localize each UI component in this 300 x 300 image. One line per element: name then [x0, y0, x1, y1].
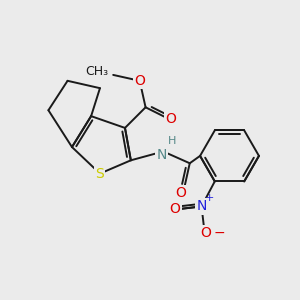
Text: O: O — [200, 226, 211, 240]
Text: O: O — [134, 74, 145, 88]
Text: H: H — [168, 136, 176, 146]
Text: −: − — [214, 226, 226, 240]
Text: N: N — [157, 148, 167, 162]
Text: N: N — [196, 200, 207, 213]
Text: CH₃: CH₃ — [86, 65, 109, 79]
Text: O: O — [169, 202, 181, 216]
Text: +: + — [205, 193, 214, 202]
Text: S: S — [96, 167, 104, 181]
Text: O: O — [165, 112, 176, 126]
Text: O: O — [176, 186, 186, 200]
